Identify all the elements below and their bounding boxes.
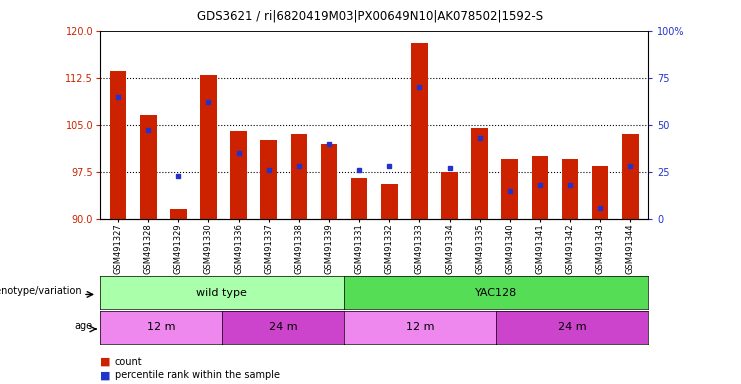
Text: YAC128: YAC128 [475,288,517,298]
Text: ■: ■ [100,357,110,367]
Bar [531,156,548,219]
Bar [140,115,156,219]
Bar [200,74,217,219]
Bar [381,184,398,219]
Bar [592,166,608,219]
Bar [411,43,428,219]
Bar [562,159,578,219]
Bar [441,172,458,219]
Text: count: count [115,357,142,367]
Text: 24 m: 24 m [268,322,297,333]
Bar [290,134,308,219]
Bar [261,141,277,219]
Text: 12 m: 12 m [405,322,434,333]
Text: age: age [74,321,92,331]
Text: 24 m: 24 m [558,322,587,333]
Text: GDS3621 / ri|6820419M03|PX00649N10|AK078502|1592-S: GDS3621 / ri|6820419M03|PX00649N10|AK078… [197,10,544,23]
Bar [471,128,488,219]
Bar [321,144,337,219]
Text: 12 m: 12 m [147,322,175,333]
Bar [502,159,518,219]
Bar [350,178,368,219]
Bar [110,71,127,219]
Bar [622,134,639,219]
Text: genotype/variation: genotype/variation [0,286,82,296]
Text: wild type: wild type [196,288,247,298]
Text: ■: ■ [100,370,110,380]
Bar [230,131,247,219]
Bar [170,209,187,219]
Text: percentile rank within the sample: percentile rank within the sample [115,370,280,380]
